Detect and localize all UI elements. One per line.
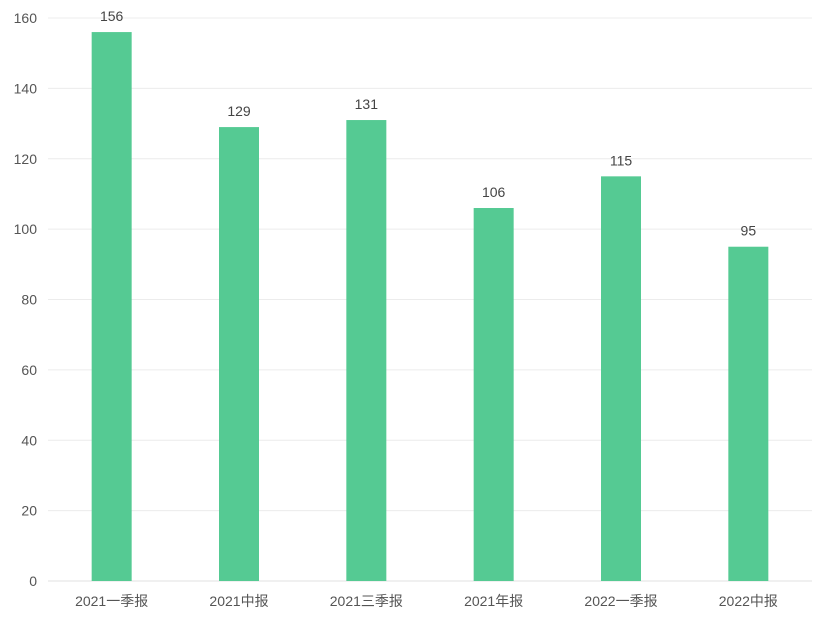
y-tick-label: 160 bbox=[14, 10, 38, 26]
y-axis: 0 20 40 60 80 100 120 140 160 bbox=[14, 10, 38, 589]
bar[interactable] bbox=[728, 246, 769, 581]
y-tick-label: 40 bbox=[21, 432, 37, 448]
y-tick-label: 0 bbox=[29, 573, 37, 589]
data-labels: 156 129 131 106 115 95 bbox=[100, 8, 756, 239]
x-tick-label: 2021一季报 bbox=[75, 593, 148, 609]
grid-lines bbox=[48, 17, 812, 582]
data-label: 156 bbox=[100, 8, 124, 24]
data-label: 115 bbox=[610, 152, 633, 168]
data-label: 131 bbox=[355, 96, 379, 112]
x-tick-label: 2022一季报 bbox=[584, 593, 657, 609]
y-tick-label: 120 bbox=[14, 151, 38, 167]
bar[interactable] bbox=[346, 120, 387, 581]
data-label: 95 bbox=[741, 223, 757, 239]
x-tick-label: 2022中报 bbox=[719, 593, 778, 609]
bar[interactable] bbox=[601, 176, 641, 581]
bars bbox=[91, 32, 769, 582]
x-tick-label: 2021三季报 bbox=[330, 593, 403, 609]
y-tick-label: 20 bbox=[21, 503, 37, 519]
bar[interactable] bbox=[473, 208, 514, 581]
bar[interactable] bbox=[219, 127, 259, 582]
bar[interactable] bbox=[91, 32, 132, 581]
y-tick-label: 80 bbox=[21, 292, 37, 308]
data-label: 129 bbox=[227, 103, 251, 119]
x-tick-label: 2021中报 bbox=[209, 593, 268, 609]
y-tick-label: 100 bbox=[14, 221, 38, 237]
y-tick-label: 140 bbox=[14, 80, 38, 96]
data-label: 106 bbox=[482, 184, 506, 200]
x-axis: 2021一季报 2021中报 2021三季报 2021年报 2022一季报 2022中报 bbox=[75, 593, 778, 609]
y-tick-label: 60 bbox=[21, 362, 37, 378]
x-tick-label: 2021年报 bbox=[464, 593, 523, 609]
